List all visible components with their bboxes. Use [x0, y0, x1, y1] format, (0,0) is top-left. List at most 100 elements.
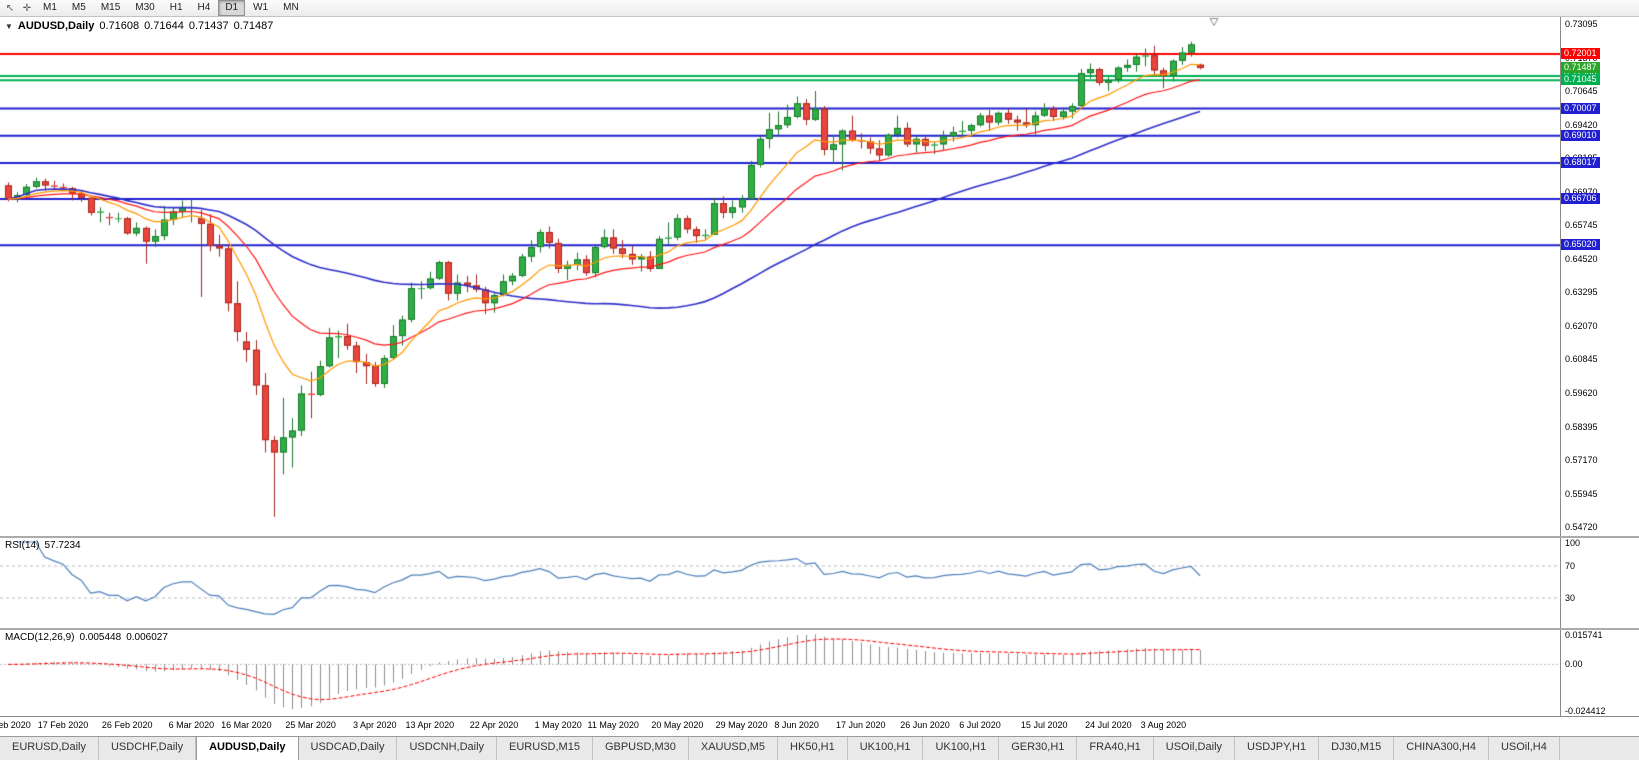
macd-label: MACD(12,26,9) 0.005448 0.006027 — [5, 632, 168, 643]
timeframe-button-m30[interactable]: M30 — [135, 2, 155, 13]
rsi-canvas[interactable] — [0, 538, 1561, 628]
timeframe-button-h4[interactable]: H4 — [197, 2, 211, 13]
pointer-icon[interactable]: ↖ — [5, 2, 15, 14]
price-axis-tick: 0.64520 — [1565, 253, 1598, 264]
hline-price-badge: 0.68017 — [1561, 157, 1600, 169]
timeframe-button-mn[interactable]: MN — [283, 2, 299, 13]
time-axis-tick: 6 Jul 2020 — [959, 720, 1001, 730]
timeframe-button-h1[interactable]: H1 — [169, 2, 183, 13]
chart-tab-eurusd-daily[interactable]: EURUSD,Daily — [0, 737, 99, 760]
bid-price-badge: 0.71487 — [1561, 62, 1600, 74]
chart-tab-uk100-h1[interactable]: UK100,H1 — [847, 737, 924, 760]
macd-signal-value: 0.006027 — [126, 632, 168, 643]
price-axis-tick: 0.58395 — [1565, 421, 1598, 432]
rsi-axis[interactable]: 100 70 30 — [1560, 538, 1639, 628]
macd-value: 0.005448 — [79, 632, 122, 643]
ohlc-low: 0.71437 — [188, 20, 229, 32]
price-axis-tick: 0.63295 — [1565, 287, 1598, 298]
chart-tab-usdcnh-daily[interactable]: USDCNH,Daily — [397, 737, 498, 760]
price-axis-tick: 0.57170 — [1565, 455, 1598, 466]
macd-canvas[interactable] — [0, 630, 1561, 716]
chart-tab-china300-h4[interactable]: CHINA300,H4 — [1394, 737, 1489, 760]
hline-price-badge: 0.65020 — [1561, 239, 1600, 251]
time-axis-tick: 16 Mar 2020 — [221, 720, 272, 730]
chart-tab-dj30-m15[interactable]: DJ30,M15 — [1319, 737, 1395, 760]
ohlc-close: 0.71487 — [233, 20, 274, 32]
time-axis-tick: 3 Apr 2020 — [353, 720, 397, 730]
hline-price-badge: 0.70007 — [1561, 102, 1600, 114]
price-chart-panel: ▼ AUDUSD,Daily 0.71608 0.71644 0.71437 0… — [0, 17, 1639, 536]
hline-price-badge: 0.71045 — [1561, 74, 1600, 86]
time-axis-tick: 15 Jul 2020 — [1020, 720, 1068, 730]
price-axis-tick: 0.65745 — [1565, 220, 1598, 231]
chart-tab-gbpusd-m30[interactable]: GBPUSD,M30 — [592, 737, 689, 760]
price-axis-tick: 0.69420 — [1565, 119, 1598, 130]
timeframe-button-m5[interactable]: M5 — [71, 2, 86, 13]
chart-tab-uk100-h1[interactable]: UK100,H1 — [923, 737, 1000, 760]
price-axis-tick: 0.59620 — [1565, 388, 1598, 399]
chart-tab-usdcad-daily[interactable]: USDCAD,Daily — [298, 737, 398, 760]
chart-tab-fra40-h1[interactable]: FRA40,H1 — [1077, 737, 1154, 760]
price-chart-canvas[interactable] — [0, 17, 1561, 536]
chart-tab-usoil-h4[interactable]: USOil,H4 — [1488, 737, 1560, 760]
rsi-axis-tick: 70 — [1565, 561, 1576, 571]
time-axis-tick: 20 May 2020 — [651, 720, 704, 730]
crosshair-icon[interactable]: ✛ — [22, 2, 32, 14]
chart-tab-hk50-h1[interactable]: HK50,H1 — [778, 737, 848, 760]
rsi-value: 57.7234 — [44, 540, 81, 551]
time-axis-tick: 7 Feb 2020 — [0, 720, 31, 730]
ohlc-high: 0.71644 — [144, 20, 184, 32]
price-axis-tick: 0.60845 — [1565, 354, 1598, 365]
timeframe-button-d1[interactable]: D1 — [218, 0, 246, 16]
chart-tab-usoil-daily[interactable]: USOil,Daily — [1153, 737, 1236, 760]
chart-tab-xauusd-m5[interactable]: XAUUSD,M5 — [688, 737, 779, 760]
chart-title: ▼ AUDUSD,Daily 0.71608 0.71644 0.71437 0… — [5, 20, 273, 32]
macd-axis-tick: 0.015741 — [1565, 630, 1603, 640]
timeframe-button-m15[interactable]: M15 — [100, 2, 121, 13]
hline-price-badge: 0.69010 — [1561, 129, 1600, 141]
one-click-trading-arrow[interactable]: ▼ — [5, 21, 13, 31]
macd-axis[interactable]: 0.015741 0.00 -0.024412 — [1560, 630, 1639, 716]
time-axis[interactable]: 7 Feb 2020 17 Feb 2020 26 Feb 2020 6 Mar 20… — [0, 716, 1639, 736]
hline-price-badge: 0.72001 — [1561, 47, 1600, 59]
chart-tab-ger30-h1[interactable]: GER30,H1 — [999, 737, 1078, 760]
time-axis-tick: 11 May 2020 — [587, 720, 639, 730]
rsi-axis-tick: 30 — [1565, 593, 1576, 603]
price-axis-tick: 0.54720 — [1565, 522, 1598, 533]
hline-price-badge: 0.66706 — [1561, 192, 1600, 204]
chart-tab-usdchf-daily[interactable]: USDCHF,Daily — [98, 737, 197, 760]
chart-tab-usdjpy-h1[interactable]: USDJPY,H1 — [1235, 737, 1320, 760]
chart-tab-eurusd-m15[interactable]: EURUSD,M15 — [497, 737, 593, 760]
price-axis[interactable]: 0.730950.718700.706450.694200.681950.669… — [1560, 17, 1639, 536]
time-axis-tick: 26 Jun 2020 — [900, 720, 950, 730]
price-axis-tick: 0.62070 — [1565, 320, 1598, 331]
rsi-indicator-panel: RSI(14) 57.7234 100 70 30 — [0, 536, 1639, 628]
time-axis-tick: 22 Apr 2020 — [469, 720, 519, 730]
chart-tab-audusd-daily[interactable]: AUDUSD,Daily — [196, 737, 299, 760]
price-axis-tick: 0.73095 — [1565, 18, 1598, 29]
chart-tab-bar: EURUSD,Daily USDCHF,Daily AUDUSD,Daily USDC… — [0, 736, 1639, 760]
timeframe-buttons: M1 M5 M15 M30 H1 H4 D1 W1 MN — [36, 0, 306, 16]
time-axis-tick: 17 Jun 2020 — [836, 720, 886, 730]
timeframe-button-w1[interactable]: W1 — [253, 2, 269, 13]
rsi-axis-tick: 100 — [1565, 538, 1581, 548]
time-axis-tick: 8 Jun 2020 — [774, 720, 819, 730]
timeframe-button-m1[interactable]: M1 — [43, 2, 57, 13]
ohlc-open: 0.71608 — [99, 20, 140, 32]
time-axis-tick: 26 Feb 2020 — [101, 720, 153, 730]
time-axis-tick: 13 Apr 2020 — [405, 720, 455, 730]
rsi-label: RSI(14) 57.7234 — [5, 540, 81, 551]
time-axis-tick: 17 Feb 2020 — [37, 720, 89, 730]
macd-axis-tick: -0.024412 — [1565, 706, 1606, 716]
price-axis-tick: 0.70645 — [1565, 86, 1598, 97]
time-axis-tick: 1 May 2020 — [534, 720, 582, 730]
time-axis-tick: 24 Jul 2020 — [1085, 720, 1132, 730]
time-axis-tick: 29 May 2020 — [715, 720, 768, 730]
price-axis-tick: 0.66970 — [1565, 186, 1598, 197]
macd-axis-tick: 0.00 — [1565, 659, 1583, 670]
timeframe-toolbar: ↖ ✛ M1 M5 M15 M30 H1 H4 D1 W1 MN — [0, 0, 1639, 17]
time-axis-tick: 6 Mar 2020 — [168, 720, 215, 730]
time-axis-tick: 3 Aug 2020 — [1140, 720, 1187, 730]
time-axis-tick: 25 Mar 2020 — [285, 720, 336, 730]
